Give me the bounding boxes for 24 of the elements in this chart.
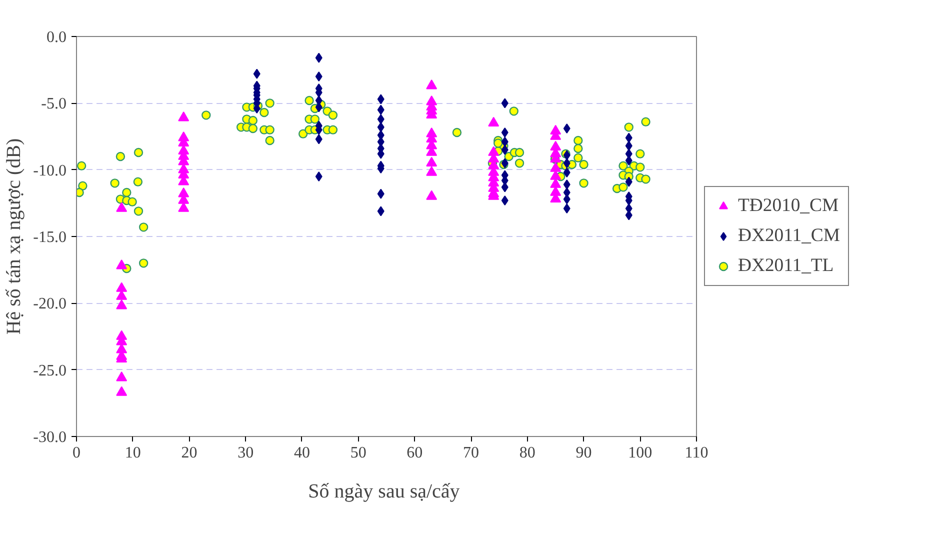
x-tick-label: 100 [628,444,652,462]
y-tick-label: -30.0 [33,429,66,446]
y-tick-label: -20.0 [33,296,66,313]
x-tick-label: 110 [684,444,708,462]
y-tick-label: -5.0 [41,96,66,113]
x-tick-label: 30 [238,444,254,462]
y-axis-title: Hệ số tán xạ ngược (dB) [3,138,26,335]
x-axis-title: Số ngày sau sạ/cấy [308,480,460,502]
x-tick-label: 60 [406,444,423,462]
y-tick-label: -25.0 [33,362,66,380]
x-tick-label: 70 [463,444,480,462]
y-tick-label: -10.0 [33,162,66,180]
legend-label: ĐX2011_TL [738,255,834,277]
legend-label: ĐX2011_CM [738,225,840,247]
x-tick-label: 20 [181,444,198,462]
legend-label: TĐ2010_CM [738,195,839,217]
x-tick-label: 50 [350,444,366,462]
x-tick-label: 90 [576,444,592,462]
x-tick-label: 80 [519,444,536,462]
x-tick-label: 0 [72,444,80,462]
x-tick-label: 40 [294,444,310,462]
x-tick-label: 10 [124,444,141,462]
y-tick-label: 0.0 [46,29,66,46]
y-tick-label: -15.0 [33,229,66,246]
